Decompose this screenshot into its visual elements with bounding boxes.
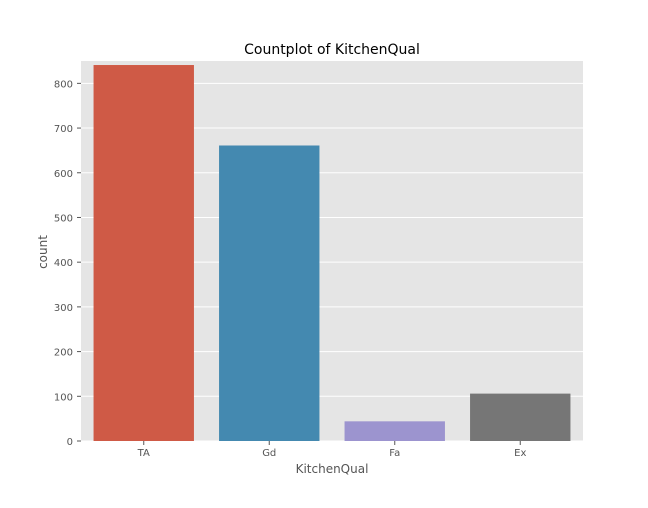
x-tick-label-gd: Gd	[262, 448, 276, 459]
y-tick-label: 500	[54, 213, 73, 224]
bar-ta	[93, 65, 194, 441]
chart-title: Countplot of KitchenQual	[244, 42, 420, 58]
y-axis-ticks: 0 100 200 300 400 500 600 700 800	[54, 79, 81, 448]
y-tick-label: 300	[54, 303, 73, 314]
bar-fa	[344, 421, 445, 441]
y-tick-label: 100	[54, 392, 73, 403]
bar-gd	[219, 145, 320, 441]
y-tick-label: 600	[54, 169, 73, 180]
x-axis-ticks: TA Gd Fa Ex	[137, 441, 526, 459]
bars	[93, 65, 571, 441]
x-tick-label-ex: Ex	[514, 448, 526, 459]
x-axis-label: KitchenQual	[296, 462, 369, 476]
y-axis-label: count	[36, 235, 50, 269]
y-tick-label: 0	[67, 437, 73, 448]
x-tick-label-fa: Fa	[389, 448, 400, 459]
y-tick-label: 200	[54, 348, 73, 359]
bar-ex	[470, 393, 571, 441]
y-tick-label: 700	[54, 124, 73, 135]
x-tick-label-ta: TA	[137, 448, 150, 459]
y-tick-label: 400	[54, 258, 73, 269]
y-tick-label: 800	[54, 79, 73, 90]
